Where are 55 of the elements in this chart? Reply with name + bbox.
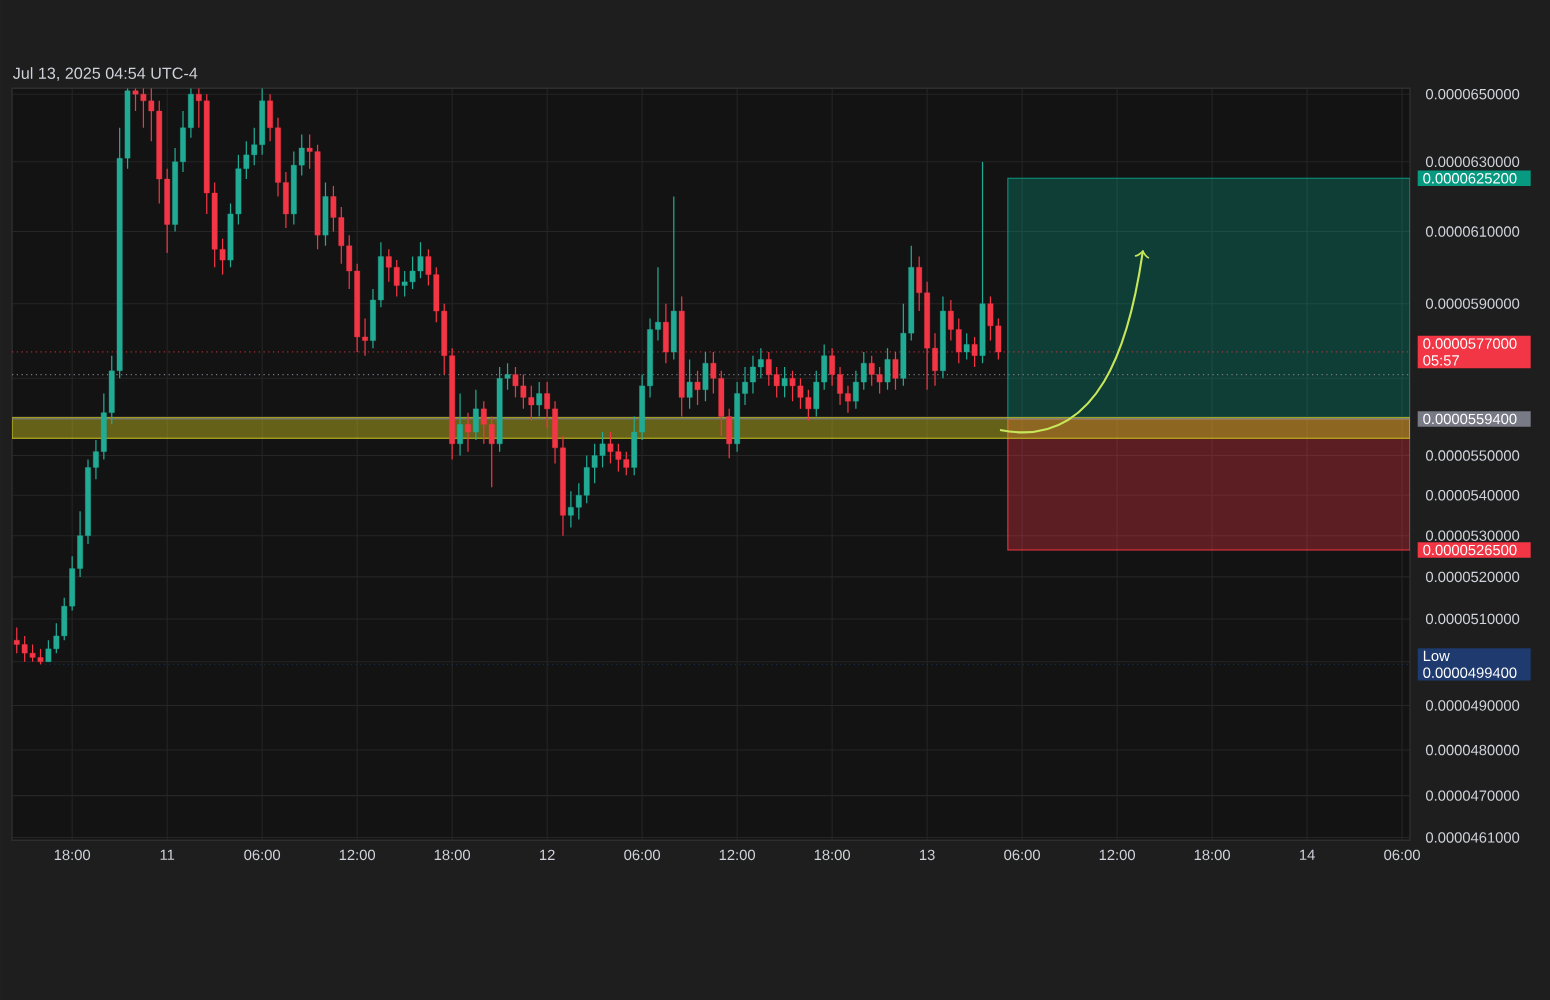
candlestick	[473, 389, 479, 441]
y-tick-label: 0.0000540000	[1425, 490, 1520, 501]
candlestick	[457, 392, 463, 457]
x-tick-label: 06:00	[624, 849, 661, 861]
band-label: 0.0000625200	[1423, 173, 1517, 184]
candlestick	[892, 351, 899, 391]
ref-line-label: 0.0000577000 05:57	[1423, 338, 1517, 366]
y-tick-label: 0.0000550000	[1425, 450, 1520, 461]
x-tick-label: 06:00	[1384, 849, 1420, 861]
candlestick	[829, 347, 835, 387]
candlestick	[758, 347, 764, 379]
chart-title: Jul 13, 2025 04:54 UTC-4	[12, 67, 198, 81]
candlestick	[837, 366, 843, 406]
y-tick-label: 0.0000610000	[1425, 226, 1520, 237]
y-tick-label: 0.0000510000	[1425, 613, 1520, 625]
candlestick	[742, 366, 748, 406]
x-tick-label: 11	[160, 849, 175, 860]
y-tick-label: 0.0000590000	[1425, 298, 1520, 309]
candlestick	[694, 370, 701, 406]
candlestick	[465, 412, 471, 453]
y-tick-label: 0.0000520000	[1425, 571, 1520, 583]
candlestick	[686, 358, 693, 410]
candlestick	[932, 332, 938, 387]
x-tick-label: 12:00	[1099, 849, 1136, 861]
x-tick-label: 18:00	[1194, 849, 1230, 861]
x-tick-label: 18:00	[434, 849, 471, 861]
candlestick	[781, 366, 788, 399]
y-tick-label: 0.0000490000	[1425, 700, 1520, 711]
x-tick-label: 13	[920, 849, 935, 861]
candlestick	[963, 332, 970, 361]
candlestick	[845, 385, 851, 414]
annotation: Low 0.0000499400	[1423, 650, 1517, 678]
candlestick	[884, 347, 891, 391]
y-tick-label: 0.0000480000	[1425, 744, 1520, 756]
x-tick-label: 12:00	[719, 849, 756, 861]
candlestick	[971, 336, 978, 368]
candlestick	[536, 381, 543, 418]
x-tick-label: 14	[1299, 849, 1315, 860]
x-tick-label: 18:00	[814, 849, 851, 861]
x-tick-label: 06:00	[244, 849, 281, 861]
y-tick-label: 0.0000461000	[1425, 832, 1520, 843]
candlestick	[750, 355, 756, 395]
candlestick	[362, 317, 368, 357]
y-tick-label: 0.0000470000	[1425, 790, 1520, 801]
x-tick-label: 12:00	[339, 849, 376, 861]
x-tick-label: 12	[540, 849, 555, 860]
band-label: 0.0000526500	[1423, 544, 1517, 556]
y-tick-label: 0.0000530000	[1425, 530, 1520, 541]
x-tick-label: 06:00	[1004, 849, 1041, 861]
candlestick	[544, 381, 551, 429]
x-tick-label: 18:00	[54, 849, 91, 861]
candlestick	[655, 266, 661, 342]
y-tick-label: 0.0000650000	[1425, 88, 1520, 100]
y-tick-label: 0.0000630000	[1425, 156, 1520, 168]
ref-line-label: 0.0000559400	[1423, 413, 1517, 425]
